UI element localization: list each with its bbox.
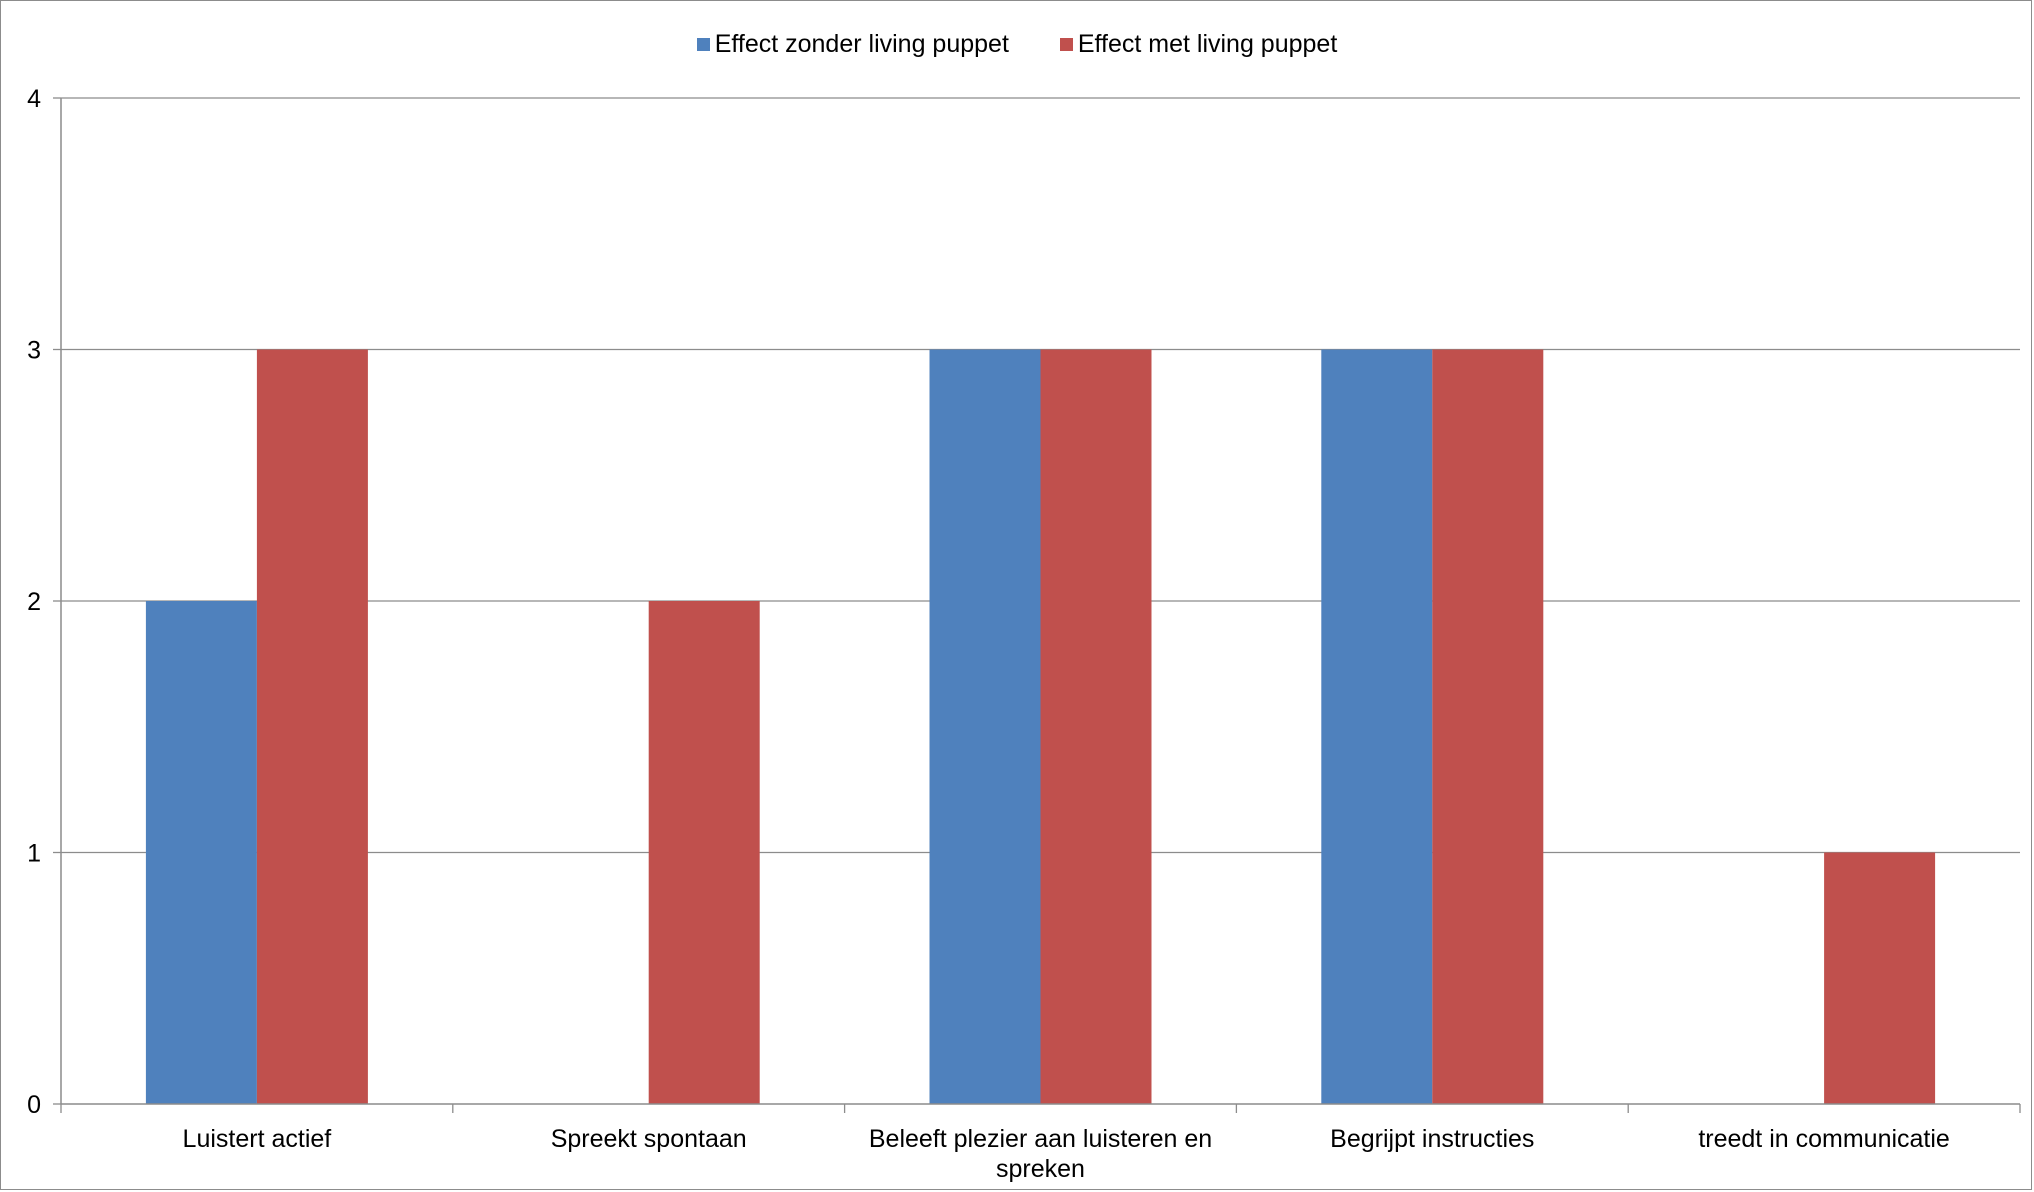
x-tick-label-2: Spreekt spontaan bbox=[551, 1125, 747, 1153]
y-tick-label-2: 2 bbox=[27, 588, 41, 616]
x-tick-label-3-line-1: Beleeft plezier aan luisteren en bbox=[869, 1125, 1212, 1153]
legend-swatch-series-2 bbox=[1059, 38, 1073, 51]
bar-series-2-1 bbox=[256, 349, 368, 1104]
x-tick-label-5: treedt in communicatie bbox=[1698, 1125, 1950, 1153]
legend-swatch-series-1 bbox=[696, 38, 710, 51]
bar-series-2-5 bbox=[1824, 852, 1936, 1104]
legend-item-series-1: Effect zonder living puppet bbox=[696, 30, 1009, 59]
x-tick-label-1-line-1: Luistert actief bbox=[183, 1125, 332, 1153]
bar-series-1-4 bbox=[1321, 349, 1433, 1104]
y-tick-label-1: 1 bbox=[27, 840, 41, 868]
bar-series-2-4 bbox=[1432, 349, 1544, 1104]
y-tick-label-4: 4 bbox=[27, 85, 41, 113]
legend-label-series-1: Effect zonder living puppet bbox=[714, 30, 1009, 58]
x-tick-label-3: Beleeft plezier aan luisteren en spreken bbox=[869, 1125, 1212, 1183]
x-tick-label-2-line-1: Spreekt spontaan bbox=[551, 1125, 747, 1153]
bar-series-1-3 bbox=[929, 349, 1041, 1104]
x-tick-label-1: Luistert actief bbox=[183, 1125, 332, 1153]
legend: Effect zonder living puppet Effect met l… bbox=[0, 30, 2034, 59]
x-tick-label-3-line-2: spreken bbox=[996, 1155, 1085, 1183]
x-tick-label-4-line-1: Begrijpt instructies bbox=[1330, 1125, 1534, 1153]
y-tick-label-3: 3 bbox=[27, 337, 41, 365]
legend-item-series-2: Effect met living puppet bbox=[1059, 30, 1338, 59]
bar-series-2-3 bbox=[1040, 349, 1152, 1104]
bar-series-1-1 bbox=[145, 601, 257, 1104]
legend-label-series-2: Effect met living puppet bbox=[1077, 30, 1338, 58]
y-tick-label-0: 0 bbox=[27, 1091, 41, 1119]
x-tick-label-5-line-1: treedt in communicatie bbox=[1698, 1125, 1950, 1153]
bar-series-2-2 bbox=[648, 601, 760, 1104]
x-tick-label-4: Begrijpt instructies bbox=[1330, 1125, 1534, 1153]
